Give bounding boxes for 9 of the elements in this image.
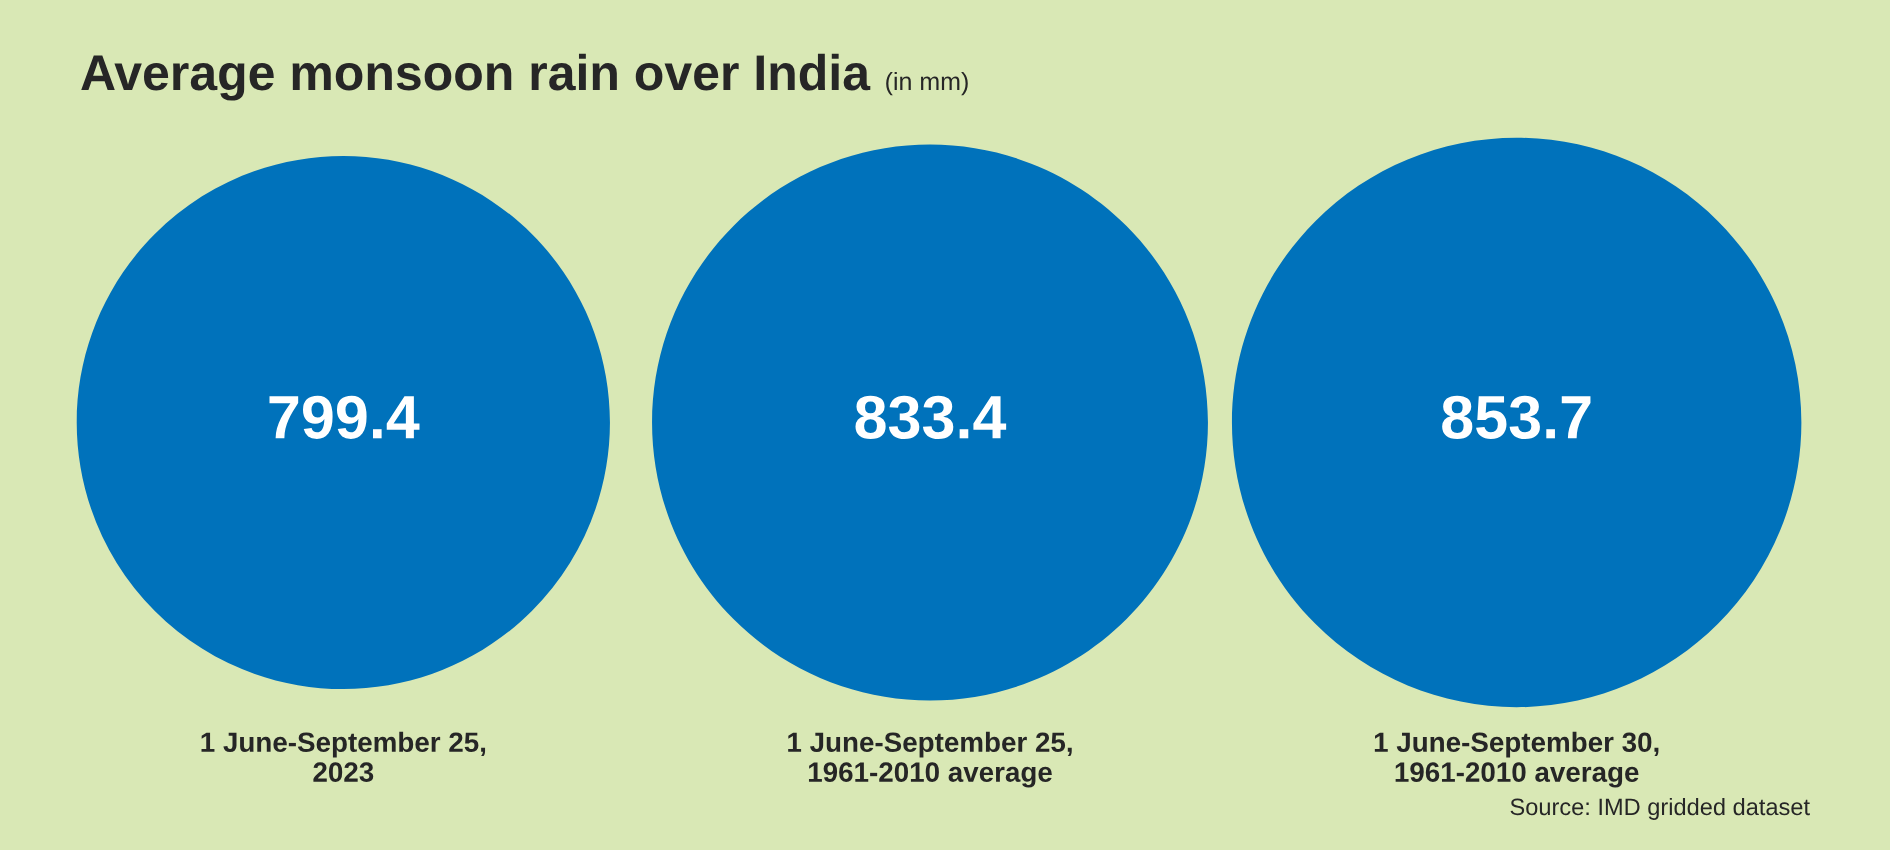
data-label: 799.4 [269,395,420,439]
category-label: 1 June-September 25, 1961-2010 average [788,731,1072,788]
category-label: 1 June-September 25, 2023 [201,731,486,783]
data-label: 833.4 [855,395,1007,439]
data-label: 853.7 [1442,395,1591,439]
category-label: 1 June-September 30, 1961-2010 average [1374,731,1659,788]
text: Average monsoon rain over India [81,53,871,101]
source-note: Source: IMD gridded dataset [1510,797,1810,820]
text: (in mm) [886,71,968,96]
